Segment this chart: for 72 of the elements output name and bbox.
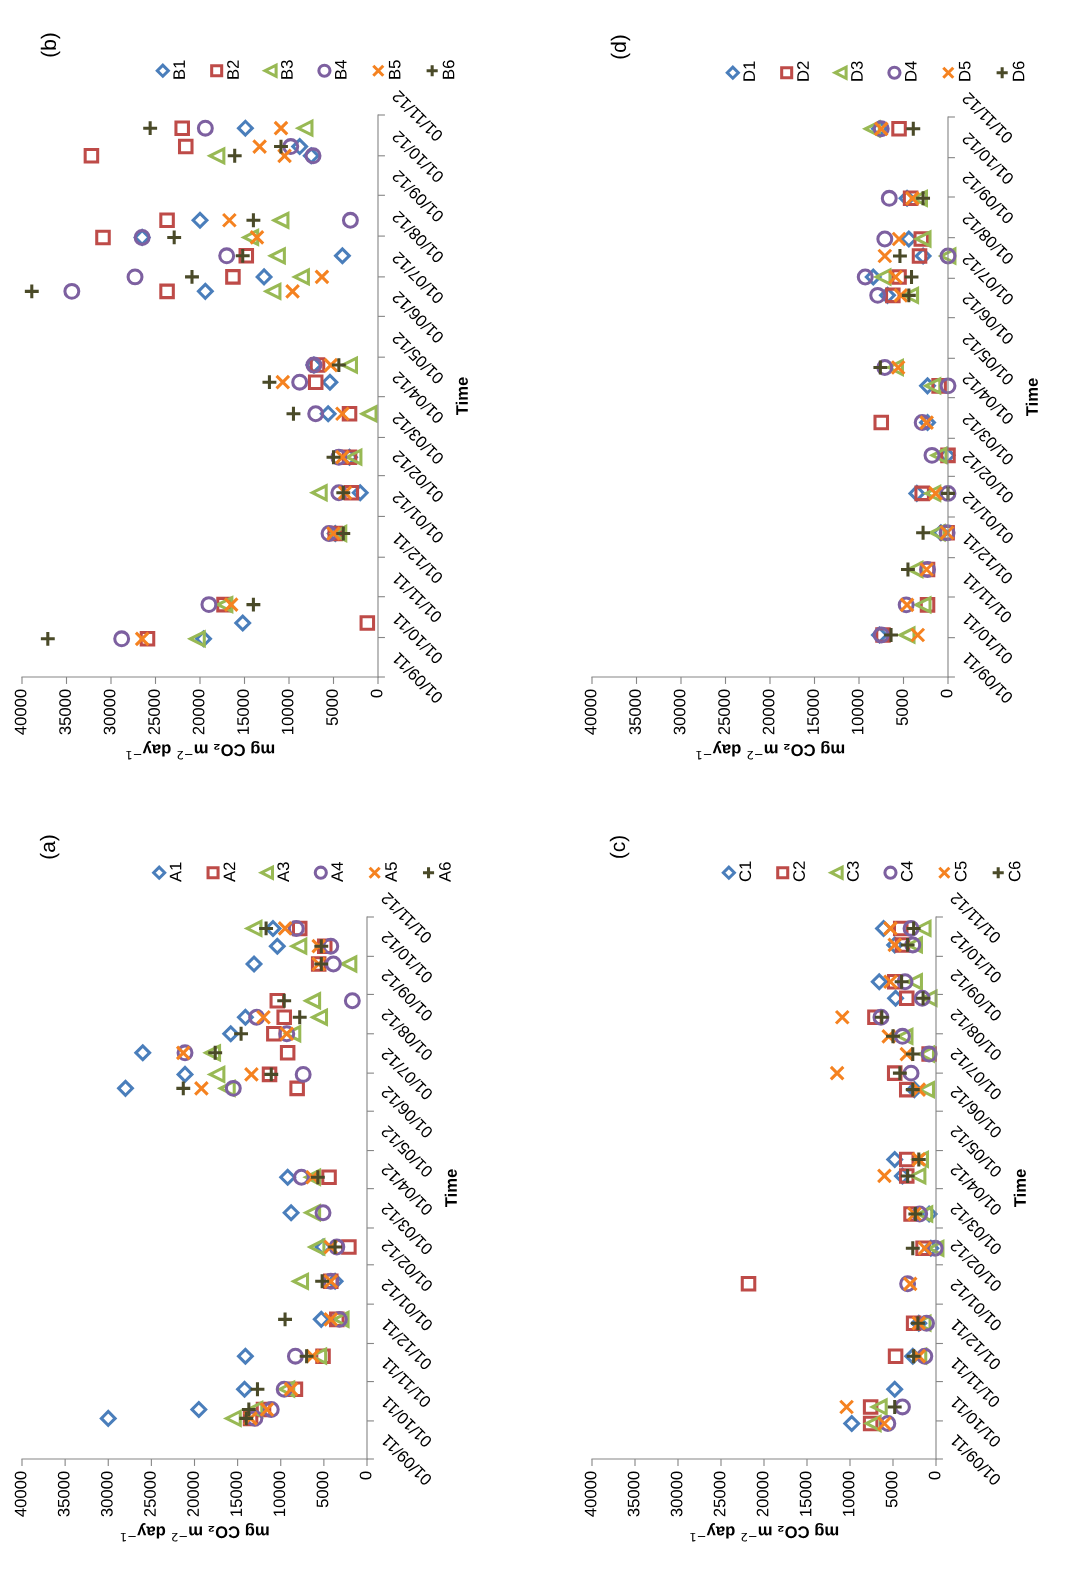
x-tick-label: 10000 [273,1471,286,1516]
x-tick-label: 0 [928,1471,941,1480]
chart-title: (d) [610,35,631,59]
x-tick-label: 10000 [281,689,294,734]
legend-label: B3 [280,60,293,79]
x-tick-label: 20000 [192,689,205,735]
x-tick-label: 35000 [629,689,641,735]
x-axis-title: mg CO₂ m$^{−2}$ day$^{−1}$ [696,740,845,760]
legend-label: A1 [169,862,182,882]
x-tick-label: 30000 [673,689,686,735]
x-tick-label: 20000 [756,1471,769,1517]
legend-label: D2 [797,61,809,81]
x-tick-label: 25000 [713,1471,726,1517]
x-tick-label: 15000 [237,689,249,734]
chart-title: (a) [39,835,60,859]
x-axis-title: mg CO₂ m$^{−2}$ day$^{−1}$ [126,740,275,760]
x-tick-label: 10000 [842,1471,855,1516]
legend-label: A2 [223,862,236,882]
legend-label: A6 [438,862,451,882]
legend-label: D6 [1012,61,1025,81]
legend-label: B1 [173,60,185,79]
legend-label: C6 [1008,861,1021,882]
x-tick-label: 35000 [627,1471,640,1517]
x-tick-label: 40000 [14,1471,27,1517]
x-tick-label: 15000 [807,689,819,734]
chart-title: (b) [40,33,61,57]
legend-label: B6 [442,60,455,79]
x-tick-label: 40000 [14,689,27,735]
y-axis-title: Time [1025,378,1038,417]
legend-label: D1 [743,61,755,81]
y-axis-title: Time [444,1169,457,1208]
x-tick-label: 30000 [100,1471,113,1517]
x-axis-title: mg CO₂ m$^{−2}$ day$^{−1}$ [690,1522,839,1542]
legend-label: D5 [958,61,971,81]
x-tick-label: 30000 [670,1471,683,1517]
chart-title: (c) [609,836,630,858]
x-tick-label: 0 [359,1471,372,1480]
legend-label: A5 [385,862,397,882]
x-tick-label: 5000 [896,689,908,726]
legend-label: A3 [277,862,290,882]
x-tick-label: 5000 [316,1471,329,1508]
legend-label: C1 [739,861,752,882]
x-tick-label: 5000 [326,689,338,726]
x-tick-label: 35000 [59,689,71,735]
x-tick-label: 40000 [584,1471,597,1517]
x-tick-label: 40000 [584,689,597,735]
x-tick-label: 0 [940,689,953,698]
x-tick-label: 0 [370,689,383,698]
y-axis-title: Time [1013,1169,1026,1208]
x-tick-label: 30000 [103,689,116,735]
legend-label: C3 [847,861,859,882]
x-axis-title: mg CO₂ m$^{−2}$ day$^{−1}$ [120,1522,269,1542]
x-tick-label: 5000 [885,1471,898,1508]
legend-label: C5 [954,861,967,882]
x-tick-label: 15000 [230,1471,243,1516]
x-tick-label: 25000 [144,1471,156,1517]
x-tick-label: 10000 [851,689,864,734]
legend-label: D3 [850,61,863,81]
legend-label: B4 [335,60,347,79]
x-tick-label: 20000 [187,1471,199,1517]
legend-label: A4 [331,862,343,882]
x-tick-label: 20000 [762,689,775,735]
legend-label: C4 [900,861,913,882]
legend-label: B5 [388,60,401,79]
x-tick-label: 35000 [57,1471,70,1517]
x-tick-label: 25000 [148,689,160,735]
y-axis-title: Time [455,377,468,416]
legend-label: B2 [227,60,239,79]
x-tick-label: 15000 [799,1471,812,1516]
legend-label: C2 [793,861,805,882]
legend-label: D4 [905,61,917,81]
x-tick-label: 25000 [718,689,730,735]
